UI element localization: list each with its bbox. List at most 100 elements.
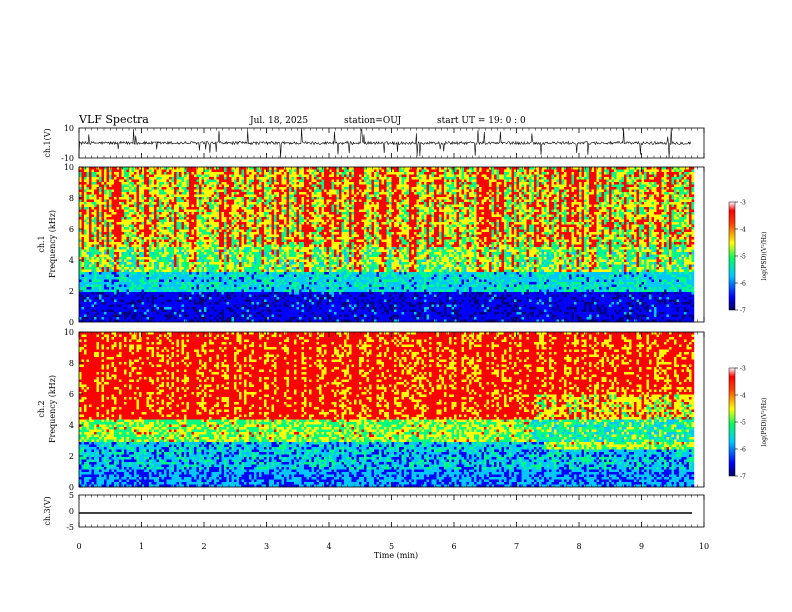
spec1-cell bbox=[179, 192, 182, 195]
spec1-cell bbox=[86, 274, 90, 278]
spec1-cell bbox=[144, 167, 147, 170]
spec1-cell bbox=[236, 312, 240, 315]
spec1-cell bbox=[256, 319, 260, 323]
spec1-cell bbox=[259, 192, 262, 195]
spec1-cell bbox=[194, 302, 197, 305]
spec1-cell bbox=[266, 197, 270, 200]
spec1-cell bbox=[151, 267, 155, 270]
spec1-cell bbox=[204, 262, 207, 265]
spec1-cell bbox=[234, 202, 237, 205]
spec1-cell bbox=[206, 252, 210, 255]
spec1-cell bbox=[219, 249, 222, 253]
spec1-cell bbox=[151, 217, 155, 220]
spec1-cell bbox=[271, 289, 275, 293]
spec1-cell bbox=[134, 242, 137, 245]
spec1-cell bbox=[204, 249, 207, 253]
spec1-cell bbox=[104, 292, 107, 295]
spec1-cell bbox=[104, 212, 107, 215]
spec1-cell bbox=[161, 189, 165, 193]
spec1-cell bbox=[186, 189, 190, 193]
spec1-cell bbox=[114, 169, 117, 173]
spec1-cell bbox=[101, 307, 105, 310]
spec1-cell bbox=[219, 294, 222, 298]
spec1-cell bbox=[244, 269, 247, 273]
spec1-cell bbox=[189, 247, 192, 250]
spec1-cell bbox=[204, 257, 207, 260]
spec1-cell bbox=[194, 219, 197, 223]
spec1-cell bbox=[119, 199, 122, 203]
spec1-cell bbox=[131, 219, 135, 223]
spec1-cell bbox=[179, 249, 182, 253]
spec1-cell bbox=[241, 184, 245, 188]
spec1-cell bbox=[156, 182, 160, 185]
spec1-cell bbox=[84, 307, 87, 310]
spec1-cell bbox=[109, 192, 112, 195]
spec1-cell bbox=[266, 257, 270, 260]
spec1-cell bbox=[249, 274, 252, 278]
spec1-cell bbox=[171, 207, 175, 210]
spec1-cell bbox=[261, 257, 265, 260]
spec1-cell bbox=[134, 259, 137, 263]
spec1-cell bbox=[86, 317, 90, 320]
spec1-cell bbox=[254, 247, 257, 250]
spec1-cell bbox=[219, 209, 222, 213]
spec1-cell bbox=[129, 312, 132, 315]
spec1-cell bbox=[244, 167, 247, 170]
spec1-cell bbox=[106, 304, 110, 308]
spec1-cell bbox=[136, 309, 140, 313]
spec1-cell bbox=[91, 174, 95, 178]
spec1-cell bbox=[186, 259, 190, 263]
spec1-cell bbox=[176, 279, 180, 283]
spec1-cell bbox=[154, 229, 157, 233]
spec1-cell bbox=[106, 219, 110, 223]
spec1-cell bbox=[176, 312, 180, 315]
spec1-cell bbox=[194, 279, 197, 283]
spec1-cell bbox=[171, 182, 175, 185]
spec1-cell bbox=[186, 207, 190, 210]
spec1-cell bbox=[129, 242, 132, 245]
spec1-cell bbox=[199, 172, 202, 175]
spec1-cell bbox=[224, 294, 227, 298]
spec1-cell bbox=[216, 177, 220, 180]
spec1-cell bbox=[124, 234, 127, 238]
spec1-cell bbox=[144, 242, 147, 245]
spec1-cell bbox=[239, 194, 242, 198]
spec1-cell bbox=[121, 199, 125, 203]
spec1-cell bbox=[219, 217, 222, 220]
spec1-cell bbox=[194, 247, 197, 250]
spec1-cell bbox=[96, 192, 100, 195]
spec1-cell bbox=[269, 314, 272, 318]
spec1-cell bbox=[266, 269, 270, 273]
spec1-cell bbox=[129, 282, 132, 285]
spec1-cell bbox=[181, 172, 185, 175]
spec1-cell bbox=[99, 242, 102, 245]
spec1-cell bbox=[156, 264, 160, 268]
spec1-cell bbox=[271, 197, 275, 200]
header-date: Jul. 18, 2025 bbox=[249, 116, 308, 126]
spec1-cell bbox=[264, 189, 267, 193]
spec1-cell bbox=[274, 229, 277, 233]
spec1-cell bbox=[259, 227, 262, 230]
spec1-cell bbox=[94, 239, 97, 243]
spec1-cell bbox=[101, 257, 105, 260]
spec1-cell bbox=[101, 202, 105, 205]
spec1-cell bbox=[269, 254, 272, 258]
spec1-cell bbox=[176, 302, 180, 305]
spec1-cell bbox=[239, 179, 242, 183]
spec1-cell bbox=[81, 229, 85, 233]
spec1-cell bbox=[209, 317, 212, 320]
spec1-cell bbox=[269, 187, 272, 190]
spec1-cell bbox=[159, 257, 162, 260]
spec1-cell bbox=[191, 254, 195, 258]
spec1-cell bbox=[226, 204, 230, 208]
spec1-cell bbox=[269, 192, 272, 195]
spec1-cell bbox=[191, 222, 195, 225]
spec1-cell bbox=[109, 237, 112, 240]
spec1-cell bbox=[224, 227, 227, 230]
spec1-cell bbox=[189, 277, 192, 280]
spec1-cell bbox=[254, 269, 257, 273]
spec1-cell bbox=[229, 277, 232, 280]
spec1-cell bbox=[226, 177, 230, 180]
spec1-cell bbox=[264, 219, 267, 223]
spec1-cell bbox=[141, 187, 145, 190]
